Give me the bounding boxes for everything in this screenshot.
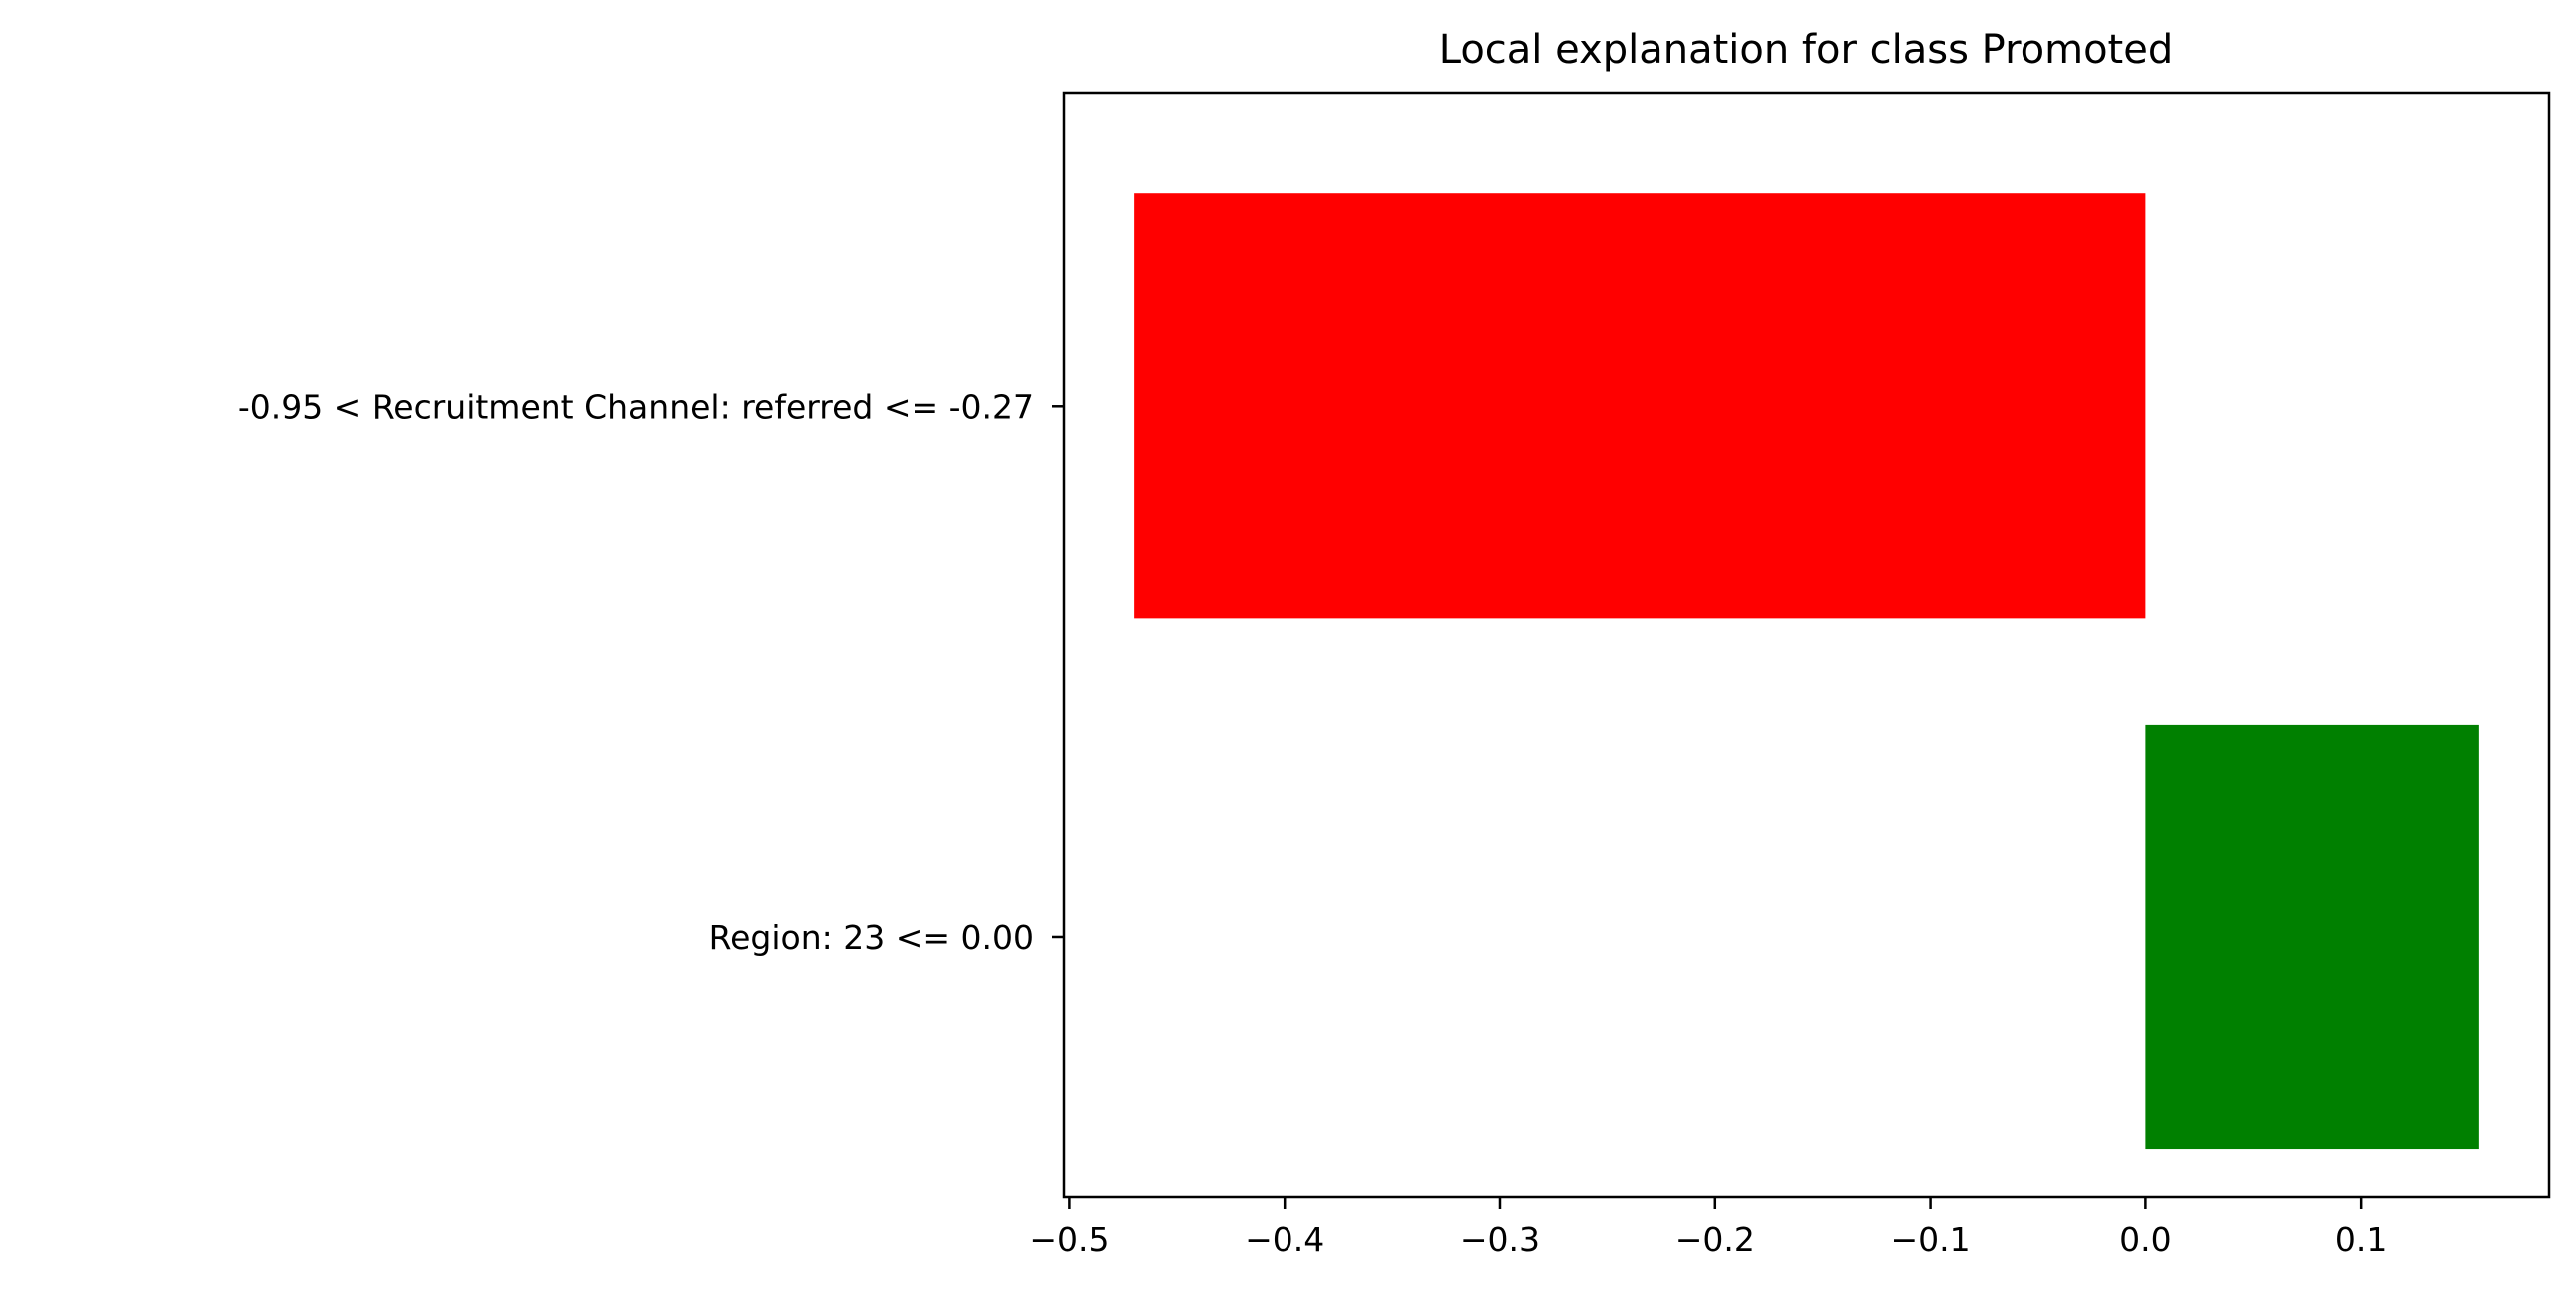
chart-title: Local explanation for class Promoted — [1439, 27, 2173, 73]
x-tick-label: −0.3 — [1460, 1220, 1540, 1259]
x-tick-label: 0.1 — [2335, 1220, 2387, 1259]
bar-2 — [2145, 724, 2479, 1150]
y-tick-label: Region: 23 <= 0.00 — [709, 918, 1034, 957]
x-tick-label: −0.4 — [1245, 1220, 1324, 1259]
x-tick-label: −0.2 — [1675, 1220, 1755, 1259]
bars-layer — [1134, 193, 2479, 1150]
x-tick-label: −0.5 — [1029, 1220, 1109, 1259]
x-axis: −0.5 −0.4 −0.3 −0.2 −0.1 0.0 0.1 — [1029, 1197, 2387, 1259]
x-tick-label: −0.1 — [1891, 1220, 1971, 1259]
x-tick-label: 0.0 — [2119, 1220, 2171, 1259]
bar-1 — [1134, 193, 2146, 619]
plot-border — [1062, 91, 2551, 1199]
y-tick-label: -0.95 < Recruitment Channel: referred <=… — [238, 387, 1034, 426]
plot-frame — [1062, 91, 2551, 1199]
y-axis: -0.95 < Recruitment Channel: referred <=… — [238, 387, 1064, 957]
